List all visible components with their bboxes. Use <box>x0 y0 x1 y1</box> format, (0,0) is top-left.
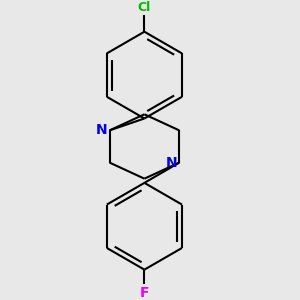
Text: N: N <box>96 123 107 137</box>
Text: Cl: Cl <box>138 1 151 14</box>
Text: N: N <box>165 156 177 170</box>
Text: F: F <box>140 286 149 300</box>
